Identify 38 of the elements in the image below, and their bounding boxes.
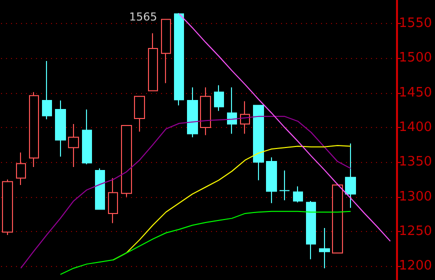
candlestick: [187, 86, 198, 138]
y-tick-label: 1300: [398, 189, 432, 204]
candlestick: [200, 86, 211, 136]
candlestick: [55, 100, 66, 158]
annotation: 1565: [129, 10, 158, 24]
line-series: [178, 13, 391, 242]
candlestick: [253, 104, 264, 181]
candlestick: [227, 86, 237, 134]
candlestick: [42, 60, 52, 120]
candlestick: [345, 142, 356, 208]
candlestick: [134, 96, 145, 132]
candlestick: [319, 228, 330, 269]
y-tick-label: 1400: [398, 120, 432, 136]
line-series: [60, 210, 352, 275]
candlestick: [121, 124, 132, 198]
candlestick: [279, 170, 290, 201]
candlestick: [108, 178, 118, 224]
candlestick: [174, 12, 184, 106]
y-tick-label: 1200: [398, 258, 432, 274]
candlestick: [68, 124, 79, 168]
y-tick-label: 1500: [398, 50, 432, 66]
candlestick: [214, 84, 224, 112]
candlestick: [95, 168, 105, 210]
candlestick: [16, 152, 26, 186]
candlestick: [306, 200, 316, 260]
candlestick: [161, 18, 171, 84]
candlestick: [148, 32, 158, 92]
y-tick-label: 1250: [398, 224, 432, 239]
candlestick: [82, 109, 92, 165]
candlestick: [332, 183, 343, 254]
line-series: [20, 116, 352, 269]
y-tick-label: 1550: [398, 16, 432, 32]
candlestick: [29, 92, 39, 168]
y-tick-label: 1350: [398, 154, 432, 170]
candlestick: [266, 156, 277, 204]
y-tick-label: 1450: [398, 85, 432, 100]
candlestick: [293, 186, 303, 203]
candlestick: [2, 179, 13, 236]
